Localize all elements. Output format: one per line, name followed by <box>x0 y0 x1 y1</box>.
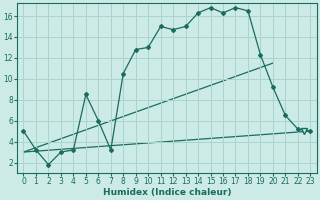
X-axis label: Humidex (Indice chaleur): Humidex (Indice chaleur) <box>103 188 231 197</box>
